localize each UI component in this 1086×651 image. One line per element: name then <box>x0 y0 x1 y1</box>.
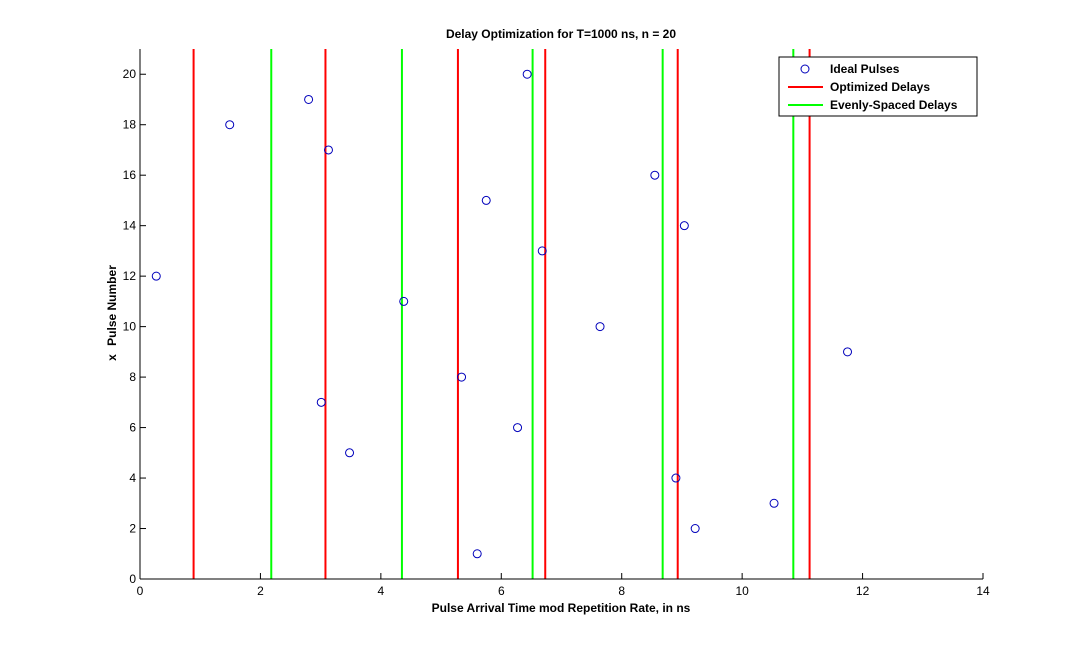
pulse-marker-4 <box>671 473 681 483</box>
pulse-marker-11 <box>399 296 409 306</box>
pulse-marker-16 <box>650 170 660 180</box>
pulse-marker-10 <box>595 322 605 332</box>
pulse-marker-6 <box>513 423 523 433</box>
legend-marker-ideal-pulses <box>800 64 810 74</box>
y-tick-label-20: 20 <box>123 67 137 81</box>
pulse-marker-20 <box>522 69 532 79</box>
axes-layer <box>139 49 983 580</box>
pulse-markers-layer <box>151 69 853 559</box>
pulse-marker-9 <box>843 347 853 357</box>
y-tick-label-2: 2 <box>129 522 136 536</box>
pulse-marker-8 <box>457 372 467 382</box>
delay-lines-layer <box>192 49 811 579</box>
pulse-marker-12 <box>151 271 161 281</box>
x-tick-label-8: 8 <box>618 584 625 598</box>
pulse-marker-17 <box>323 145 333 155</box>
x-tick-label-0: 0 <box>137 584 144 598</box>
y-tick-label-16: 16 <box>123 168 137 182</box>
y-tick-label-18: 18 <box>123 118 137 132</box>
pulse-marker-18 <box>225 120 235 130</box>
y-axis-label-prefix: x <box>105 354 119 361</box>
x-tick-label-6: 6 <box>498 584 505 598</box>
chart-title: Delay Optimization for T=1000 ns, n = 20 <box>446 27 676 41</box>
y-tick-label-0: 0 <box>129 572 136 586</box>
y-tick-label-8: 8 <box>129 370 136 384</box>
pulse-marker-2 <box>690 524 700 534</box>
y-tick-label-14: 14 <box>123 219 137 233</box>
pulse-marker-1 <box>472 549 482 559</box>
y-tick-label-10: 10 <box>123 320 137 334</box>
pulse-marker-19 <box>304 94 314 104</box>
pulse-marker-3 <box>769 498 779 508</box>
x-axis-label: Pulse Arrival Time mod Repetition Rate, … <box>432 601 691 615</box>
legend-label-optimized-delays: Optimized Delays <box>830 80 930 94</box>
pulse-marker-5 <box>345 448 355 458</box>
x-tick-label-12: 12 <box>856 584 870 598</box>
pulse-marker-13 <box>537 246 547 256</box>
legend-label-evenly-spaced-delays: Evenly-Spaced Delays <box>830 98 958 112</box>
ticks-layer: 0 2 4 6 8 10 12 14 0 2 4 6 8 10 12 14 16 18 20 <box>123 67 990 598</box>
x-tick-label-2: 2 <box>257 584 264 598</box>
y-tick-label-4: 4 <box>129 471 136 485</box>
y-axis-label: x Pulse Number <box>105 265 119 361</box>
legend-label-ideal-pulses: Ideal Pulses <box>830 62 900 76</box>
x-tick-label-10: 10 <box>735 584 749 598</box>
pulse-marker-15 <box>481 195 491 205</box>
pulse-marker-7 <box>316 397 326 407</box>
legend: Ideal Pulses Optimized Delays Evenly-Spa… <box>778 56 978 117</box>
x-tick-label-4: 4 <box>378 584 385 598</box>
y-tick-label-6: 6 <box>129 421 136 435</box>
y-tick-label-12: 12 <box>123 269 137 283</box>
x-tick-label-14: 14 <box>976 584 990 598</box>
plot-area <box>140 49 983 579</box>
pulse-marker-14 <box>679 221 689 231</box>
y-axis-label-text: Pulse Number <box>105 265 119 346</box>
